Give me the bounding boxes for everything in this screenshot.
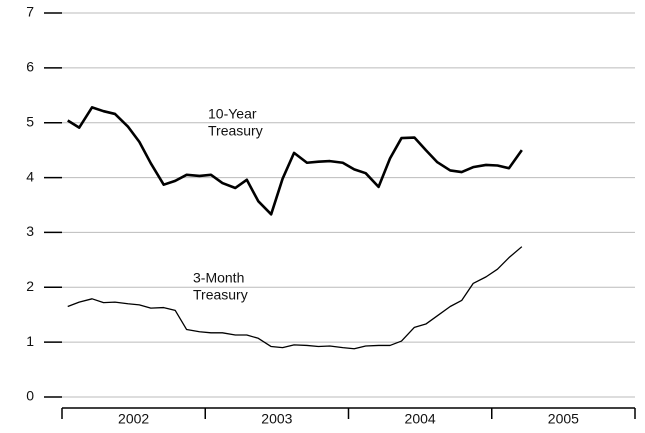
x-tick-label: 2002 xyxy=(118,411,149,427)
annotation: Treasury xyxy=(193,287,248,303)
annotation: Treasury xyxy=(208,123,263,139)
annotation: 3-Month xyxy=(193,270,244,286)
y-tick-label: 6 xyxy=(26,59,34,75)
y-tick-label: 4 xyxy=(26,168,34,184)
x-tick-label: 2003 xyxy=(261,411,292,427)
y-tick-label: 5 xyxy=(26,113,34,129)
y-tick-label: 2 xyxy=(26,278,34,294)
line-series xyxy=(67,246,523,350)
y-tick-label: 3 xyxy=(26,223,34,239)
y-tick-label: 7 xyxy=(26,4,34,20)
y-tick-label: 0 xyxy=(26,388,34,404)
y-tick-label: 1 xyxy=(26,333,34,349)
x-tick-label: 2004 xyxy=(405,411,436,427)
annotation: 10-Year xyxy=(208,106,257,122)
line-series xyxy=(67,106,523,216)
x-tick-label: 2005 xyxy=(548,411,579,427)
